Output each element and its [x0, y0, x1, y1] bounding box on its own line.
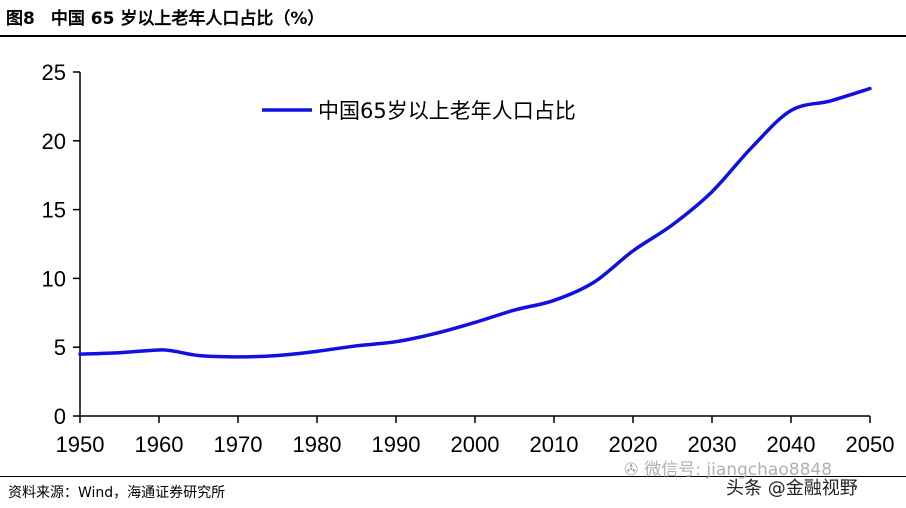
series-group: [78, 86, 872, 359]
y-axis-ticks: 0 5 10 15 20 25: [42, 60, 80, 429]
x-tick-label: 1950: [56, 432, 105, 457]
x-tick-label: 1980: [293, 432, 342, 457]
toutiao-watermark: 头条 @金融视野: [726, 478, 858, 499]
figure-number: 图8: [6, 9, 35, 29]
source-note: 资料来源：Wind，海通证券研究所: [8, 485, 226, 501]
y-tick-label: 15: [42, 198, 66, 223]
x-tick-label: 2020: [609, 432, 658, 457]
figure-title-bar: 图8 中国 65 岁以上老年人口占比（%）: [6, 6, 324, 32]
x-tick-label: 2050: [846, 432, 895, 457]
y-tick-label: 20: [42, 129, 66, 154]
x-tick-label: 2040: [767, 432, 816, 457]
y-tick-label: 0: [54, 404, 66, 429]
x-tick-label: 2010: [530, 432, 579, 457]
line-chart: 0 5 10 15 20 25 1950 1960 1970 1980 1990 2000 2010 2…: [42, 60, 895, 457]
y-tick-label: 5: [54, 335, 66, 360]
wechat-watermark: ✇ 微信号: jiangchao8848: [624, 455, 832, 480]
axes: [79, 72, 870, 417]
legend: 中国65岁以上老年人口占比: [262, 99, 576, 123]
x-tick-label: 1960: [135, 432, 184, 457]
series-line: [78, 86, 872, 359]
x-axis-ticks: 1950 1960 1970 1980 1990 2000 2010 2020 2030 2040…: [56, 416, 895, 457]
y-tick-label: 25: [42, 60, 66, 85]
x-tick-label: 2000: [451, 432, 500, 457]
x-tick-label: 1970: [214, 432, 263, 457]
wechat-id-text: 微信号: jiangchao8848: [644, 460, 833, 480]
wechat-icon: ✇: [624, 460, 639, 480]
x-tick-label: 2030: [688, 432, 737, 457]
x-tick-label: 1990: [372, 432, 421, 457]
figure-title: 中国 65 岁以上老年人口占比（%）: [50, 9, 325, 29]
title-divider: [0, 35, 906, 37]
legend-label: 中国65岁以上老年人口占比: [318, 99, 576, 123]
source-divider: [0, 476, 906, 477]
y-tick-label: 10: [42, 266, 66, 291]
